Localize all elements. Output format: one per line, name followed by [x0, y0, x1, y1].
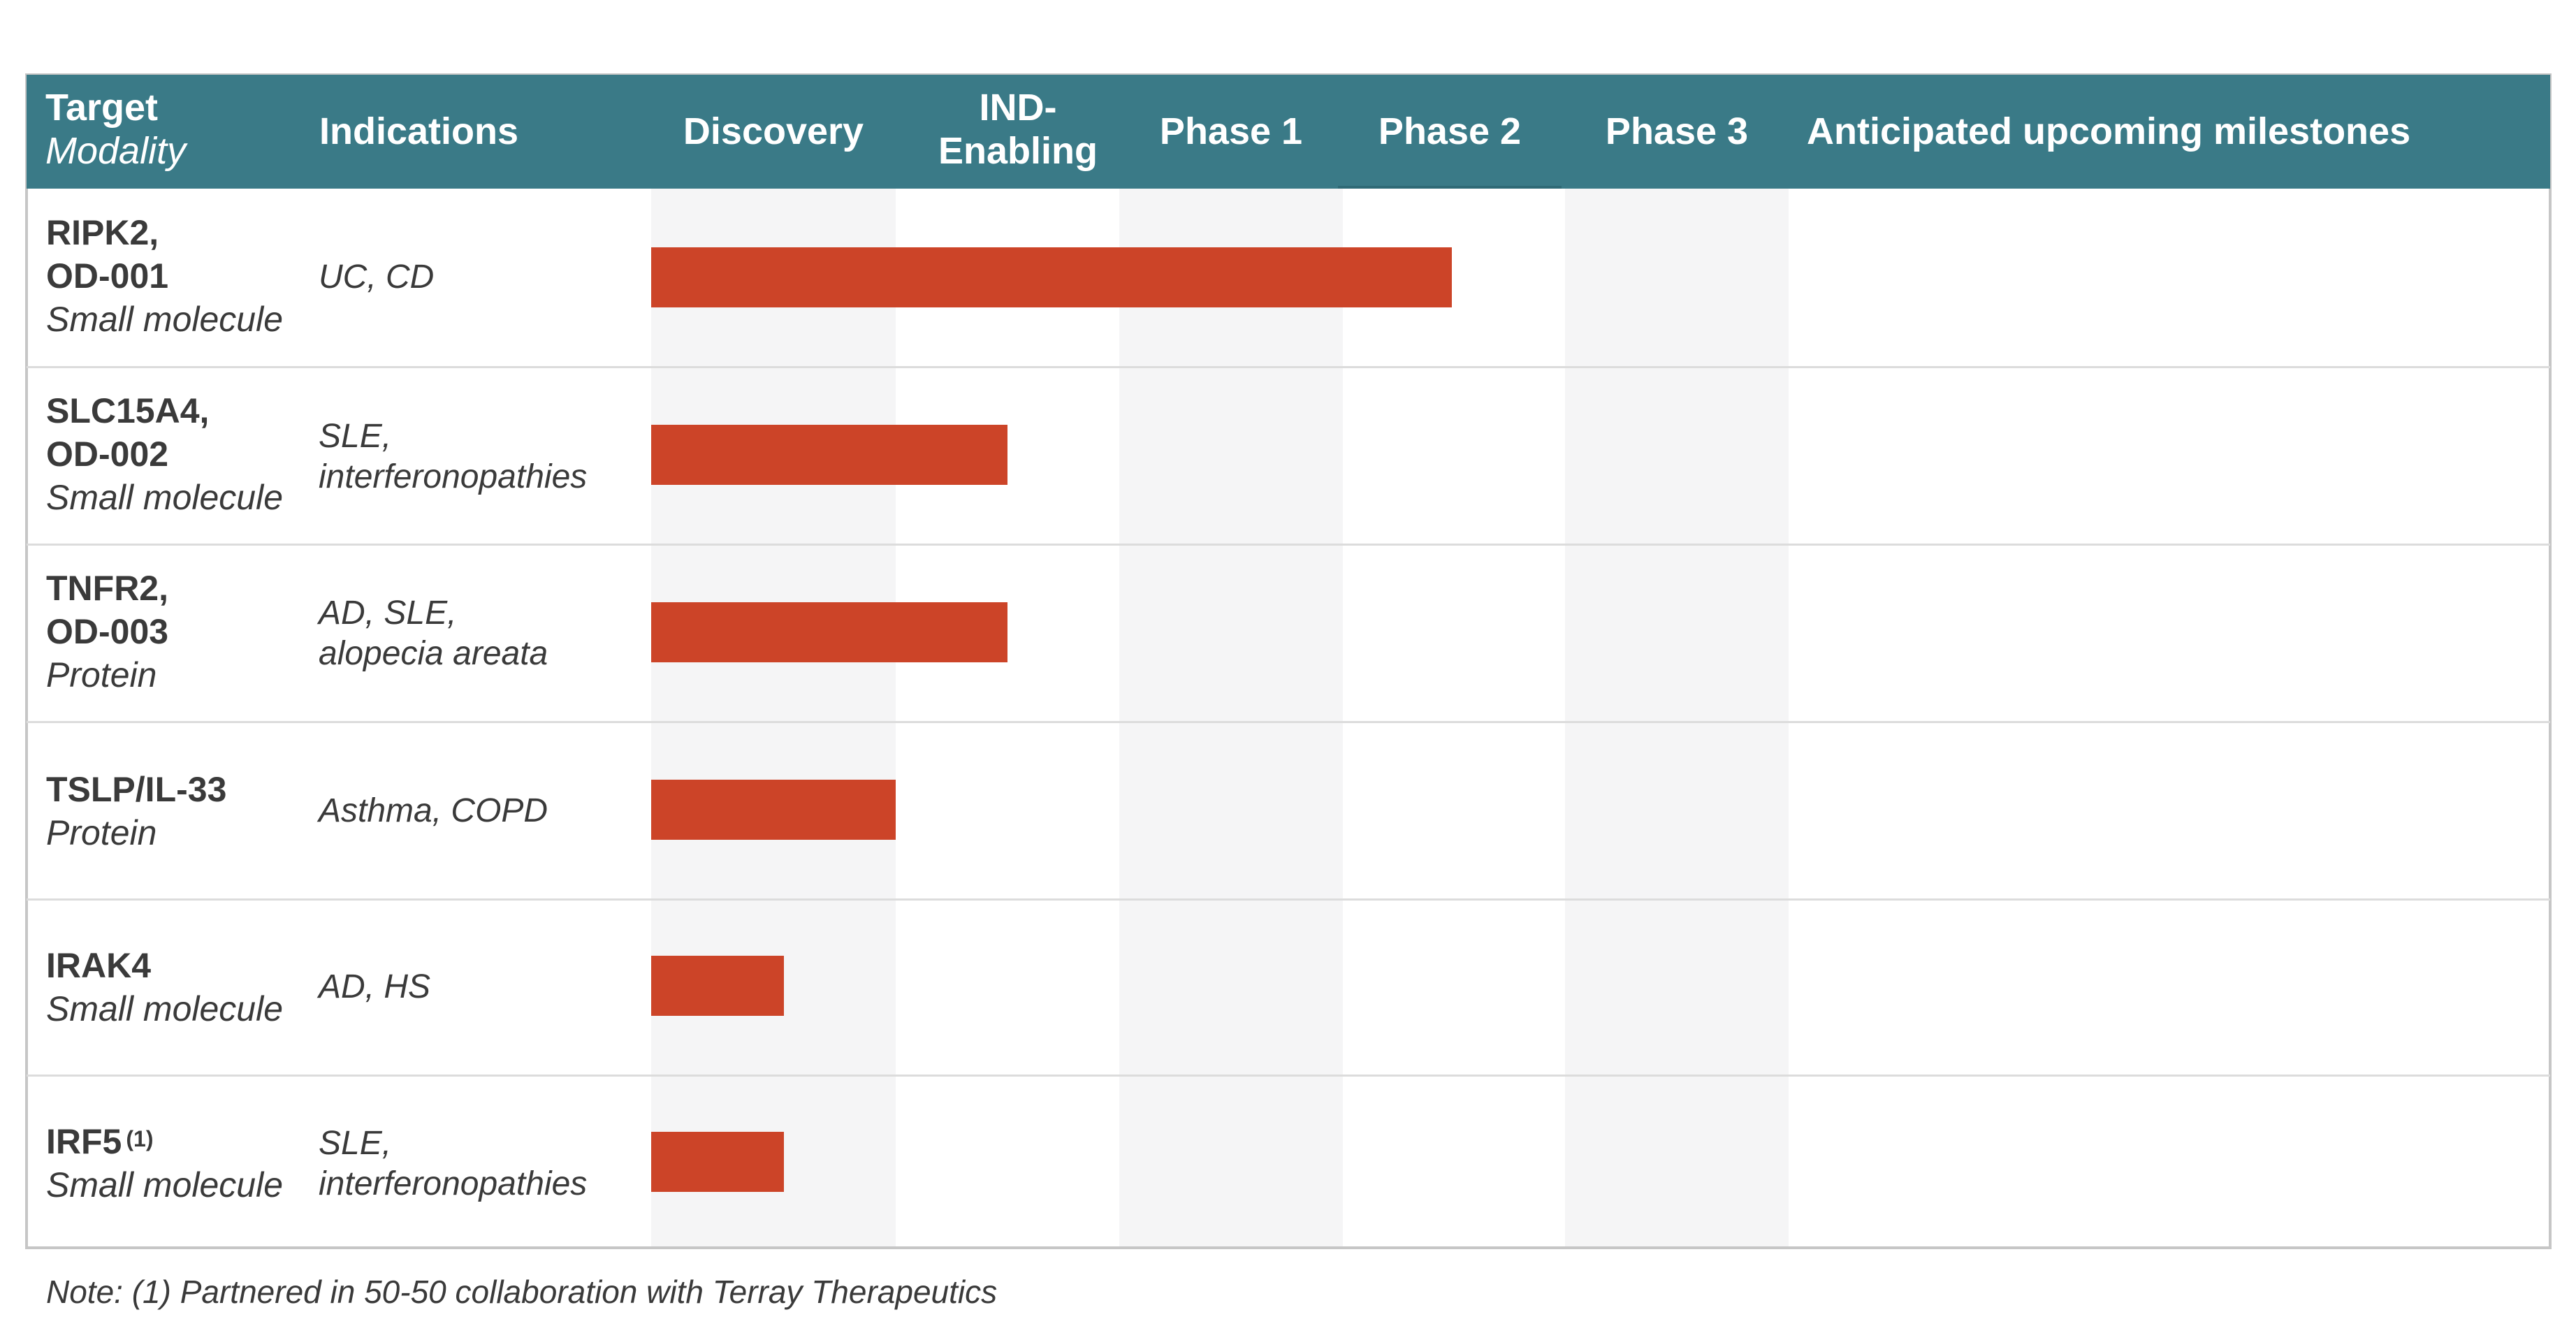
target-code: OD-003	[46, 612, 169, 651]
indication-line1: SLE,	[319, 1125, 392, 1162]
target-code: OD-001	[46, 256, 169, 296]
header-phase1: Phase 1	[1159, 110, 1303, 152]
header-modality-label: Modality	[45, 130, 187, 172]
header-target: Target Modality	[45, 86, 186, 173]
target-name: RIPK2,	[46, 213, 159, 252]
footnote-marker: (1)	[126, 1126, 154, 1151]
target-name: IRF5 (1)	[46, 1120, 283, 1163]
row-irf5-indication: SLE, interferonopathies	[319, 1123, 587, 1204]
row-ripk2-indication: UC, CD	[319, 258, 435, 296]
header-ind-line1: IND-	[979, 87, 1057, 129]
row-tnfr2-target: TNFR2, OD-003 Protein	[46, 567, 168, 697]
row-ripk2-progress-bar	[651, 247, 1452, 307]
target-modality: Small molecule	[46, 478, 284, 517]
header-target-label: Target	[45, 87, 159, 129]
phase2-header-underline	[1338, 186, 1562, 189]
row-divider	[27, 898, 2550, 901]
target-modality: Small molecule	[46, 300, 284, 339]
row-irak4-progress-bar	[651, 956, 784, 1016]
row-tslp-indication: Asthma, COPD	[319, 792, 548, 829]
stage-column-discovery-bg	[651, 189, 896, 1248]
target-modality: Small molecule	[46, 1165, 284, 1204]
row-tnfr2-progress-bar	[651, 602, 1007, 662]
row-irak4-target: IRAK4 Small molecule	[46, 944, 283, 1031]
header-phase2: Phase 2	[1378, 110, 1522, 152]
header-phase3: Phase 3	[1605, 110, 1749, 152]
target-name: SLC15A4,	[46, 391, 210, 430]
indication-line2: alopecia areata	[319, 635, 548, 672]
header-ind-line2: Enabling	[938, 130, 1098, 172]
row-irf5-progress-bar	[651, 1132, 784, 1192]
target-name: TSLP/IL-33	[46, 770, 227, 809]
row-irf5-target: IRF5 (1) Small molecule	[46, 1120, 283, 1207]
row-divider	[27, 721, 2550, 723]
stage-column-phase3-bg	[1565, 189, 1789, 1248]
row-slc15a4-indication: SLE, interferonopathies	[319, 416, 587, 497]
row-slc15a4-progress-bar	[651, 425, 1007, 485]
target-name: TNFR2,	[46, 569, 168, 608]
row-irak4-indication: AD, HS	[319, 968, 431, 1005]
row-tslp-progress-bar	[651, 780, 896, 840]
header-discovery: Discovery	[683, 110, 864, 152]
target-code: OD-002	[46, 435, 169, 474]
target-name-text: IRF5	[46, 1122, 122, 1161]
row-divider	[27, 1075, 2550, 1077]
row-ripk2-target: RIPK2, OD-001 Small molecule	[46, 211, 283, 341]
header-indications: Indications	[319, 110, 519, 152]
indication-line2: interferonopathies	[319, 1165, 588, 1202]
indication-line1: SLE,	[319, 418, 392, 455]
target-modality: Small molecule	[46, 989, 284, 1028]
footnote: Note: (1) Partnered in 50-50 collaborati…	[46, 1274, 998, 1310]
stage-column-phase1-bg	[1119, 189, 1343, 1248]
row-tnfr2-indication: AD, SLE, alopecia areata	[319, 593, 548, 674]
row-divider	[27, 544, 2550, 546]
target-name: IRAK4	[46, 946, 152, 985]
target-modality: Protein	[46, 655, 157, 694]
row-divider	[27, 366, 2550, 368]
header-milestones: Anticipated upcoming milestones	[1807, 110, 2411, 152]
row-slc15a4-target: SLC15A4, OD-002 Small molecule	[46, 389, 283, 519]
indication-line1: AD, SLE,	[319, 595, 457, 632]
target-modality: Protein	[46, 813, 157, 852]
pipeline-table-header: Target Modality Indications Discovery IN…	[27, 75, 2550, 189]
header-ind-enabling: IND- Enabling	[896, 86, 1140, 173]
indication-line2: interferonopathies	[319, 458, 588, 495]
row-tslp-target: TSLP/IL-33 Protein	[46, 768, 226, 854]
